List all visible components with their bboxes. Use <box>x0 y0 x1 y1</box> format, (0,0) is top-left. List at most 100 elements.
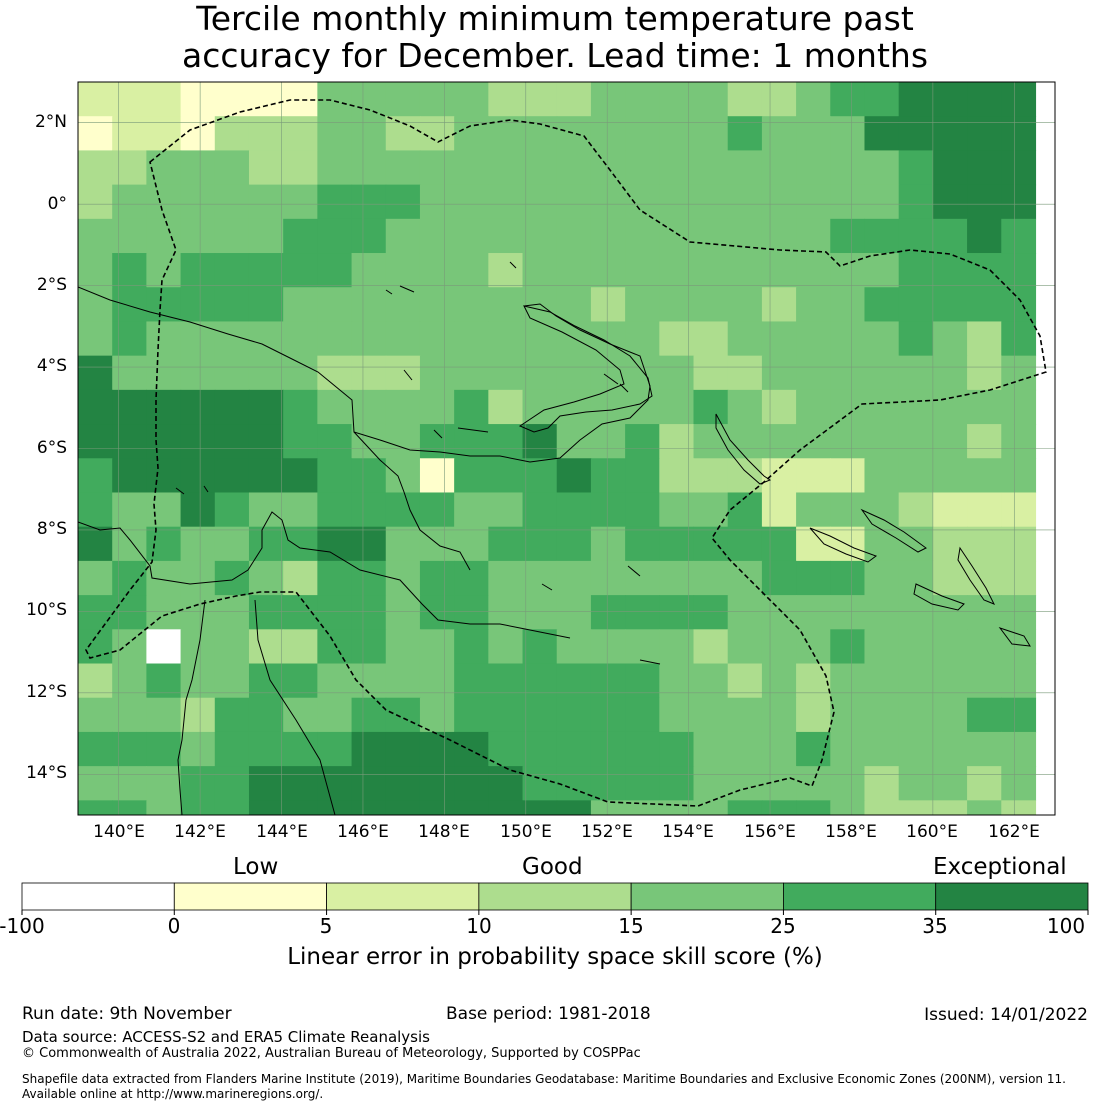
grid-cell <box>556 663 592 699</box>
grid-cell <box>727 150 763 186</box>
grid-cell <box>590 595 626 630</box>
grid-cell <box>522 458 558 494</box>
grid-cell <box>898 731 934 767</box>
grid-cell <box>796 800 831 815</box>
grid-cell <box>796 492 831 528</box>
grid-cell <box>693 629 729 665</box>
grid-cell <box>864 116 900 152</box>
grid-cell <box>317 697 353 733</box>
grid-cell <box>385 82 421 117</box>
grid-cell <box>214 731 250 767</box>
lat-label-2s: 2°S <box>36 275 67 295</box>
grid-cell <box>590 116 626 152</box>
grid-cell <box>351 218 387 254</box>
grid-cell <box>590 629 626 665</box>
grid-cell <box>693 253 729 288</box>
grid-cell <box>727 595 763 630</box>
lon-label-148e: 148°E <box>418 822 470 842</box>
grid-cell <box>180 389 216 425</box>
grid-cell <box>898 492 934 528</box>
grid-cell <box>248 389 284 425</box>
grid-cell <box>591 971 626 1006</box>
grid-cell <box>248 800 284 815</box>
grid-cell <box>556 82 592 117</box>
solomon-islands-chain <box>809 508 1031 647</box>
grid-cell <box>932 526 968 562</box>
grid-cell <box>78 253 113 288</box>
grid-cell <box>556 150 592 186</box>
grid-cell <box>317 971 352 1006</box>
grid-cell <box>488 800 524 815</box>
grid-cell <box>454 766 489 801</box>
grid-cell <box>590 321 626 357</box>
grid-cell <box>317 629 353 665</box>
lat-label-0: 0° <box>47 194 67 214</box>
grid-cell <box>488 629 524 665</box>
grid-cell <box>419 629 455 665</box>
grid-cell <box>283 971 318 1006</box>
grid-cell <box>214 184 250 220</box>
grid-cell <box>112 458 147 494</box>
grid-cell <box>180 253 216 288</box>
grid-cell <box>830 424 866 459</box>
grid-cell <box>146 526 182 562</box>
grid-cell <box>556 389 592 425</box>
grid-cell <box>454 287 489 323</box>
grid-cell <box>727 116 763 152</box>
eez-boundary-line <box>85 99 1047 807</box>
grid-cell <box>351 560 387 596</box>
grid-cell <box>727 629 763 665</box>
grid-cell <box>625 116 660 152</box>
grid-cell <box>419 458 455 494</box>
grid-cell <box>1001 697 1037 733</box>
grid-cell <box>967 629 1002 665</box>
grid-cell <box>898 629 934 665</box>
grid-cell <box>590 82 626 117</box>
grid-cell <box>317 253 353 288</box>
grid-cell <box>796 218 831 254</box>
grid-cell <box>967 595 1002 630</box>
lat-label-6s: 6°S <box>36 438 67 458</box>
grid-cell <box>180 150 216 186</box>
grid-cell <box>112 971 147 1006</box>
grid-cell <box>1001 184 1037 220</box>
grid-cell <box>693 595 729 630</box>
grid-cell <box>659 150 695 186</box>
grid-cell <box>693 218 729 254</box>
grid-cell <box>796 629 831 665</box>
grid-cell <box>830 971 865 1006</box>
grid-cell <box>522 526 558 562</box>
grid-cell <box>830 218 866 254</box>
grid-cell <box>796 424 831 459</box>
grid-cell <box>454 492 489 528</box>
grid-cell <box>659 253 695 288</box>
grid-cell <box>180 697 216 733</box>
grid-cell <box>385 492 421 528</box>
grid-cell <box>796 663 831 699</box>
grid-cell <box>180 321 216 357</box>
grid-cell <box>625 218 660 254</box>
grid-cell <box>419 82 455 117</box>
grid-cell <box>522 800 558 815</box>
grid-cell <box>761 629 797 665</box>
grid-cell <box>796 116 831 152</box>
grid-cell <box>248 731 284 767</box>
colorbar-category-low: Low <box>233 854 279 880</box>
grid-cell <box>351 492 387 528</box>
grid-cell <box>625 253 660 288</box>
grid-cell <box>248 697 284 733</box>
grid-cell <box>556 424 592 459</box>
grid-cell <box>727 321 763 357</box>
grid-cell <box>385 731 421 767</box>
grid-cell <box>898 321 934 357</box>
grid-cell <box>967 731 1002 767</box>
grid-cell <box>454 458 489 494</box>
grid-cell <box>932 697 968 733</box>
lat-label-8s: 8°S <box>36 519 67 539</box>
map-title-line2: accuracy for December. Lead time: 1 mont… <box>181 36 929 75</box>
lon-label-156e: 156°E <box>744 822 796 842</box>
grid-cell <box>864 424 900 459</box>
grid-cell <box>590 389 626 425</box>
grid-cell <box>556 731 592 767</box>
grid-cell <box>112 697 147 733</box>
